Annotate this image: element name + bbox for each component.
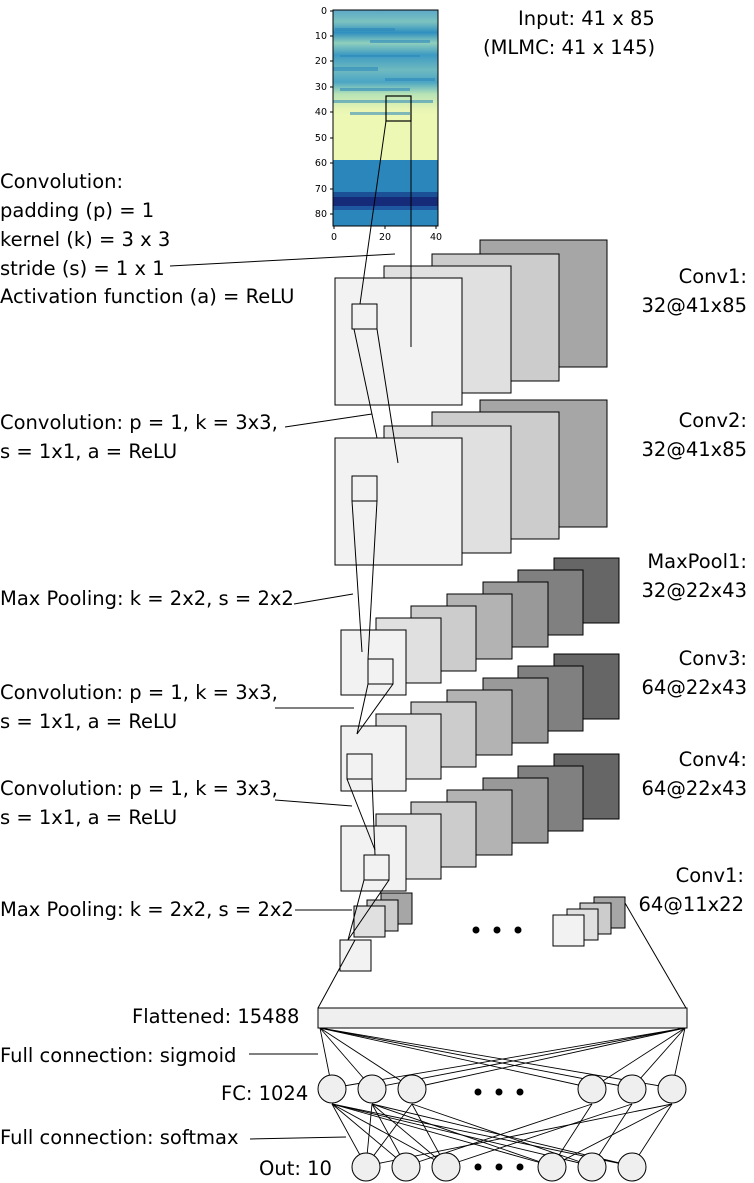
input-mlmc-size-label: (MLMC: 41 x 145) (483, 36, 656, 59)
fc-label: FC: 1024 (221, 1082, 309, 1105)
kernel-window (363, 854, 390, 881)
kernel-window (367, 658, 394, 685)
neuron (431, 1152, 461, 1182)
feature-map (353, 905, 386, 938)
kernel-window (351, 475, 378, 502)
neuron (537, 1152, 567, 1182)
conv-intro-kernel: kernel (k) = 3 x 3 (0, 228, 171, 251)
input-size-label: Input: 41 x 85 (518, 7, 655, 30)
input-x-tick-labels: 0 20 40 (331, 232, 442, 243)
y-tick-label: 10 (315, 31, 327, 42)
y-tick-label: 50 (315, 133, 327, 144)
kernel-window (351, 303, 378, 330)
y-tick-label: 0 (321, 6, 327, 17)
out-label: Out: 10 (259, 1157, 332, 1180)
conv1-layer-name: Conv1: (678, 265, 747, 288)
neuron (351, 1152, 381, 1182)
neuron (397, 1074, 427, 1104)
out-ellipsis (474, 1163, 524, 1171)
conv-intro-activation: Activation function (a) = ReLU (0, 285, 295, 308)
pool2-layer-shape: 64@11x22 (638, 893, 744, 916)
conv4-annotation-line1: Convolution: p = 1, k = 3x3, (0, 777, 278, 800)
neuron (577, 1152, 607, 1182)
conv-intro-stride: stride (s) = 1 x 1 (0, 257, 165, 280)
conv4-feature-maps (340, 753, 620, 892)
neuron (657, 1074, 687, 1104)
conv2-feature-maps (334, 399, 608, 566)
input-spectrogram: 0 10 20 30 40 50 60 70 80 0 20 40 (315, 6, 442, 243)
neuron (357, 1074, 387, 1104)
conv1-layer-shape: 32@41x85 (641, 294, 747, 317)
conv-intro-title: Convolution: (0, 170, 124, 193)
conv2-layer-shape: 32@41x85 (641, 438, 747, 461)
y-tick-label: 40 (315, 107, 327, 118)
flattened-label: Flattened: 15488 (132, 1005, 300, 1028)
x-tick-label: 40 (430, 232, 442, 243)
pool2-annotation: Max Pooling: k = 2x2, s = 2x2 (0, 898, 294, 921)
input-y-axis (330, 10, 437, 229)
conv1-feature-maps (334, 239, 608, 406)
conv-intro-padding: padding (p) = 1 (0, 199, 155, 222)
conv3-annotation-line2: s = 1x1, a = ReLU (0, 710, 178, 733)
pool2-feature-maps-left (339, 892, 413, 972)
feature-map (552, 914, 585, 947)
y-tick-label: 20 (315, 56, 327, 67)
y-tick-label: 70 (315, 184, 327, 195)
neuron (317, 1074, 347, 1104)
maxpool1-layer-shape: 32@22x43 (641, 579, 747, 602)
pool2-layer-name: Conv1: (675, 864, 744, 887)
conv2-layer-name: Conv2: (678, 409, 747, 432)
projection-lines (346, 120, 412, 941)
conv2-annotation-line2: s = 1x1, a = ReLU (0, 440, 178, 463)
conv2-annotation-line1: Convolution: p = 1, k = 3x3, (0, 411, 278, 434)
feature-map (339, 939, 372, 972)
conv4-annotation-line2: s = 1x1, a = ReLU (0, 806, 178, 829)
neuron (391, 1152, 421, 1182)
conv3-layer-shape: 64@22x43 (641, 676, 747, 699)
conv3-annotation-line1: Convolution: p = 1, k = 3x3, (0, 681, 278, 704)
y-tick-label: 30 (315, 82, 327, 93)
feature-map (334, 277, 463, 406)
conv3-layer-name: Conv3: (678, 647, 747, 670)
neuron (577, 1074, 607, 1104)
x-tick-label: 0 (331, 232, 337, 243)
input-kernel-window (385, 95, 412, 122)
conv4-layer-name: Conv4: (678, 748, 747, 771)
input-y-tick-labels: 0 10 20 30 40 50 60 70 80 (315, 6, 327, 220)
neuron (617, 1152, 647, 1182)
fc-sigmoid-annotation: Full connection: sigmoid (0, 1044, 237, 1067)
maxpool1-layer-name: MaxPool1: (647, 550, 747, 573)
annotation-leader-lines (169, 253, 396, 1140)
fc-neurons (317, 1074, 687, 1104)
pool1-annotation: Max Pooling: k = 2x2, s = 2x2 (0, 587, 294, 610)
fc-ellipsis (474, 1088, 524, 1096)
flattened-layer (317, 902, 688, 1029)
spectrogram-noise (333, 28, 435, 115)
conv4-layer-shape: 64@22x43 (641, 777, 747, 800)
neuron (617, 1074, 647, 1104)
x-tick-label: 20 (379, 232, 391, 243)
ellipsis-maps (472, 926, 522, 934)
kernel-window (346, 753, 373, 780)
conv3-feature-maps (340, 653, 620, 792)
maxpool1-feature-maps (340, 557, 620, 696)
out-neurons (351, 1152, 647, 1182)
y-tick-label: 60 (315, 158, 327, 169)
out-connections (331, 1103, 673, 1167)
fc-softmax-annotation: Full connection: softmax (0, 1126, 239, 1149)
y-tick-label: 80 (315, 209, 327, 220)
pool2-feature-maps-right (552, 896, 626, 947)
